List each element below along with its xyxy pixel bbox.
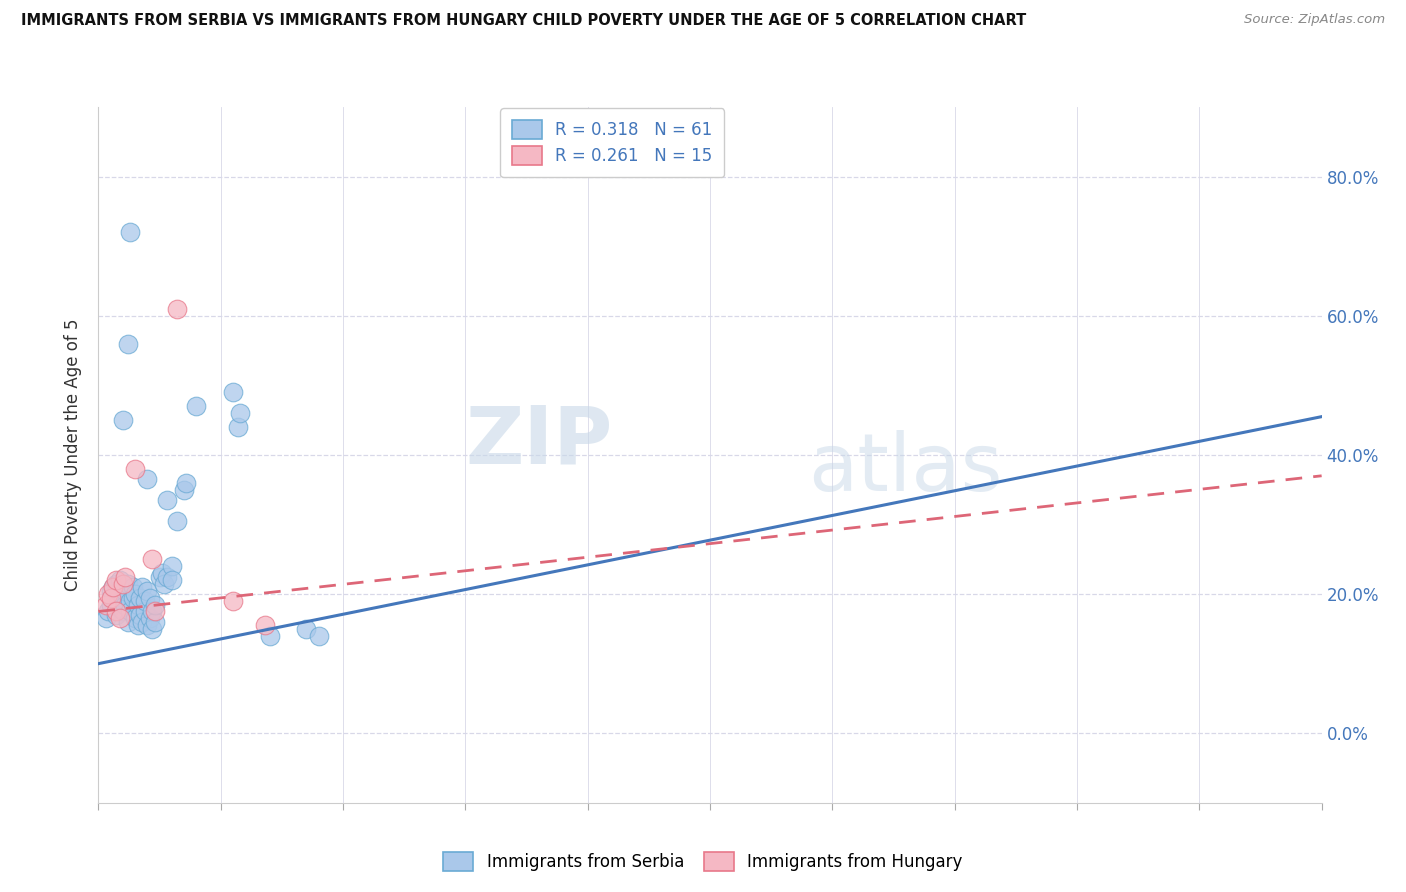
Point bbox=[120, 225, 142, 239]
Point bbox=[101, 580, 124, 594]
Point bbox=[166, 514, 188, 528]
Point bbox=[222, 385, 245, 400]
Point bbox=[110, 611, 132, 625]
Point bbox=[149, 570, 172, 584]
Point bbox=[139, 611, 162, 625]
Point bbox=[104, 605, 127, 619]
Point bbox=[104, 573, 127, 587]
Point bbox=[100, 598, 122, 612]
Point bbox=[127, 618, 149, 632]
Point bbox=[111, 591, 134, 605]
Point bbox=[136, 618, 159, 632]
Point bbox=[104, 576, 127, 591]
Point bbox=[166, 301, 188, 316]
Point bbox=[259, 629, 281, 643]
Point bbox=[176, 475, 198, 490]
Point bbox=[139, 591, 162, 605]
Point bbox=[150, 566, 173, 581]
Legend: R = 0.318   N = 61, R = 0.261   N = 15: R = 0.318 N = 61, R = 0.261 N = 15 bbox=[501, 109, 724, 177]
Point bbox=[114, 598, 136, 612]
Point bbox=[156, 570, 179, 584]
Point bbox=[141, 622, 163, 636]
Point bbox=[160, 559, 183, 574]
Point bbox=[94, 611, 117, 625]
Point bbox=[97, 605, 120, 619]
Point bbox=[124, 462, 146, 476]
Point bbox=[134, 605, 156, 619]
Legend: Immigrants from Serbia, Immigrants from Hungary: Immigrants from Serbia, Immigrants from … bbox=[434, 843, 972, 880]
Point bbox=[97, 587, 120, 601]
Point bbox=[136, 583, 159, 598]
Point bbox=[226, 420, 249, 434]
Point bbox=[129, 591, 152, 605]
Point bbox=[143, 605, 166, 619]
Point bbox=[100, 583, 122, 598]
Point bbox=[134, 594, 156, 608]
Point bbox=[114, 570, 136, 584]
Point bbox=[295, 622, 318, 636]
Point bbox=[110, 573, 132, 587]
Point bbox=[131, 580, 153, 594]
Point bbox=[131, 615, 153, 629]
Point bbox=[111, 576, 134, 591]
Point bbox=[117, 576, 139, 591]
Point bbox=[117, 615, 139, 629]
Point bbox=[107, 587, 129, 601]
Text: IMMIGRANTS FROM SERBIA VS IMMIGRANTS FROM HUNGARY CHILD POVERTY UNDER THE AGE OF: IMMIGRANTS FROM SERBIA VS IMMIGRANTS FRO… bbox=[21, 13, 1026, 29]
Point bbox=[111, 413, 134, 427]
Point bbox=[160, 573, 183, 587]
Point bbox=[143, 598, 166, 612]
Point bbox=[94, 598, 117, 612]
Text: atlas: atlas bbox=[808, 430, 1002, 508]
Point bbox=[229, 406, 252, 420]
Y-axis label: Child Poverty Under the Age of 5: Child Poverty Under the Age of 5 bbox=[65, 318, 83, 591]
Point bbox=[143, 615, 166, 629]
Point bbox=[153, 576, 176, 591]
Point bbox=[110, 601, 132, 615]
Point bbox=[120, 605, 142, 619]
Point bbox=[141, 552, 163, 566]
Point bbox=[173, 483, 195, 497]
Point bbox=[121, 591, 143, 605]
Point bbox=[124, 611, 146, 625]
Point bbox=[136, 472, 159, 486]
Text: Source: ZipAtlas.com: Source: ZipAtlas.com bbox=[1244, 13, 1385, 27]
Point bbox=[186, 399, 208, 413]
Text: ZIP: ZIP bbox=[465, 402, 612, 480]
Point bbox=[104, 607, 127, 622]
Point bbox=[129, 607, 152, 622]
Point bbox=[308, 629, 330, 643]
Point bbox=[100, 591, 122, 605]
Point bbox=[101, 580, 124, 594]
Point bbox=[111, 605, 134, 619]
Point bbox=[107, 594, 129, 608]
Point bbox=[156, 493, 179, 508]
Point bbox=[124, 587, 146, 601]
Point bbox=[127, 598, 149, 612]
Point bbox=[222, 594, 245, 608]
Point bbox=[141, 605, 163, 619]
Point bbox=[253, 618, 276, 632]
Point bbox=[101, 591, 124, 605]
Point bbox=[121, 580, 143, 594]
Point bbox=[120, 594, 142, 608]
Point bbox=[117, 336, 139, 351]
Point bbox=[114, 583, 136, 598]
